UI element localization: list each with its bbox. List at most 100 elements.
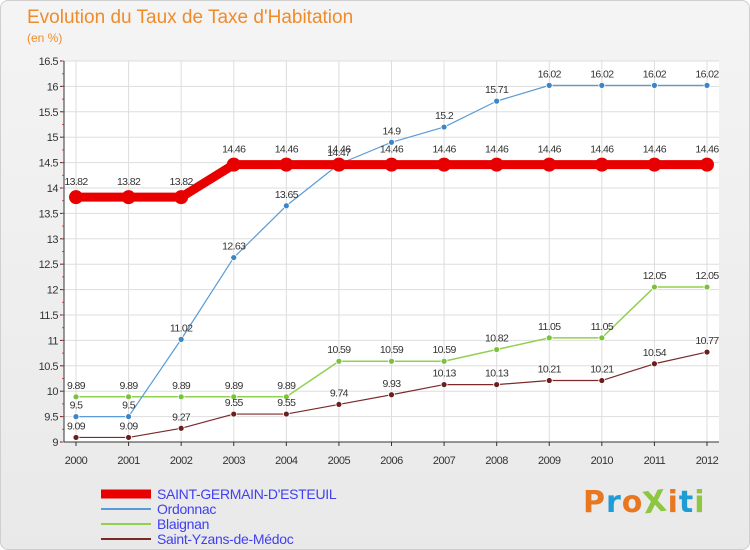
series-1-point xyxy=(125,413,132,421)
series-1-data-label: 12.63 xyxy=(222,241,246,253)
chart-title: Evolution du Taux de Taxe d'Habitation xyxy=(27,7,354,28)
series-1-data-label: 16.02 xyxy=(590,68,614,80)
x-tick-label: 2002 xyxy=(170,455,193,467)
x-tick-label: 2001 xyxy=(117,455,140,467)
legend-swatch-ordonnac xyxy=(101,508,151,510)
y-tick-label: 12.5 xyxy=(39,259,59,271)
series-0-point xyxy=(331,157,346,172)
x-tick-label: 2009 xyxy=(538,455,561,467)
series-2-point xyxy=(493,346,501,353)
series-2-point xyxy=(545,334,553,342)
logo-letter: P xyxy=(583,485,606,520)
series-3-point xyxy=(440,381,448,388)
series-3-point xyxy=(388,391,395,399)
series-1-point xyxy=(440,123,448,131)
y-tick-label: 16.5 xyxy=(39,56,59,68)
series-0-point xyxy=(69,190,83,205)
series-3-data-label: 10.77 xyxy=(695,335,719,347)
series-2-data-label: 11.05 xyxy=(538,321,561,333)
series-3-data-label: 10.54 xyxy=(643,347,667,359)
series-1-data-label: 13.65 xyxy=(275,189,299,201)
series-2-point xyxy=(282,393,290,401)
series-1-point xyxy=(651,81,658,89)
series-1-data-label: 14.9 xyxy=(382,125,401,137)
series-1-point xyxy=(703,81,711,89)
legend-label-saint-germain: SAINT-GERMAIN-D'ESTEUIL xyxy=(157,486,337,502)
series-0-point xyxy=(437,157,452,172)
series-0-data-label: 13.82 xyxy=(170,176,194,188)
series-0-data-label: 14.46 xyxy=(327,144,351,156)
series-2-data-label: 10.59 xyxy=(432,344,456,356)
series-1-point xyxy=(177,335,185,343)
series-2-data-label: 9.89 xyxy=(67,380,86,392)
series-2-point xyxy=(177,393,185,401)
series-0-data-label: 14.46 xyxy=(485,144,509,156)
series-3-point xyxy=(493,381,501,388)
series-2-data-label: 10.82 xyxy=(485,333,509,345)
y-tick-label: 10.5 xyxy=(39,361,59,373)
series-0-point xyxy=(226,157,241,172)
series-0-point xyxy=(594,157,609,172)
series-2-point xyxy=(125,393,132,401)
y-tick-label: 16 xyxy=(47,81,59,93)
series-3-data-label: 10.21 xyxy=(538,364,562,376)
y-tick-label: 9.5 xyxy=(44,412,58,424)
x-tick-label: 2008 xyxy=(485,455,508,467)
x-tick-label: 2003 xyxy=(223,455,246,467)
series-3-data-label: 10.13 xyxy=(485,368,509,380)
legend-swatch-blaignan xyxy=(101,523,151,525)
legend-label-blaignan: Blaignan xyxy=(157,516,210,532)
series-3-data-label: 9.27 xyxy=(172,411,191,423)
series-3-point xyxy=(651,360,658,368)
series-0-point xyxy=(542,157,557,172)
series-1-point xyxy=(230,254,238,261)
chart-subtitle: (en %) xyxy=(27,31,63,45)
series-2-point xyxy=(703,283,711,291)
series-1-data-label: 14.47 xyxy=(327,147,351,159)
series-2-data-label: 12.05 xyxy=(695,270,719,282)
series-3-point xyxy=(72,434,80,441)
series-2-data-label: 11.05 xyxy=(591,321,614,333)
y-tick-label: 11 xyxy=(48,335,59,347)
series-1-data-label: 11.02 xyxy=(170,322,193,334)
y-tick-label: 13.5 xyxy=(39,208,59,220)
series-2-point xyxy=(598,334,606,342)
series-2-data-label: 9.89 xyxy=(172,380,191,392)
y-tick-label: 9 xyxy=(52,437,58,449)
series-1-data-label: 16.02 xyxy=(538,68,562,80)
logo-letter: r xyxy=(606,485,622,520)
series-2-point xyxy=(651,283,658,291)
series-3-data-label: 9.09 xyxy=(67,420,86,432)
logo-letter: o xyxy=(621,485,644,520)
series-3-point xyxy=(230,410,238,418)
series-2-data-label: 9.89 xyxy=(120,380,139,392)
series-0-data-label: 13.82 xyxy=(117,176,141,188)
series-2-point xyxy=(230,393,238,401)
series-2-point xyxy=(335,357,343,365)
series-3-data-label: 10.21 xyxy=(590,364,614,376)
series-3-data-label: 9.09 xyxy=(120,420,139,432)
series-0-point xyxy=(121,190,136,205)
x-tick-label: 2000 xyxy=(65,455,88,467)
series-0-data-label: 14.46 xyxy=(275,144,299,156)
logo-letter: t xyxy=(678,485,695,520)
series-3-data-label: 9.93 xyxy=(382,378,401,390)
series-1-point xyxy=(545,81,553,89)
series-1-data-label: 15.71 xyxy=(485,84,509,96)
series-0-point xyxy=(647,157,662,172)
series-2-data-label: 10.59 xyxy=(380,344,404,356)
series-0-point xyxy=(279,157,294,172)
y-tick-label: 15 xyxy=(47,132,59,144)
legend-swatch-saint-yzans xyxy=(101,538,151,540)
series-3-point xyxy=(598,377,606,384)
y-tick-label: 13 xyxy=(47,234,59,246)
y-tick-label: 11.5 xyxy=(39,310,58,322)
series-0-point xyxy=(700,157,714,172)
logo-letter: X xyxy=(641,483,670,522)
series-2-data-label: 10.59 xyxy=(327,344,351,356)
series-2-data-label: 9.89 xyxy=(225,380,244,392)
series-1-point xyxy=(72,413,80,421)
series-0-data-label: 14.46 xyxy=(643,144,667,156)
